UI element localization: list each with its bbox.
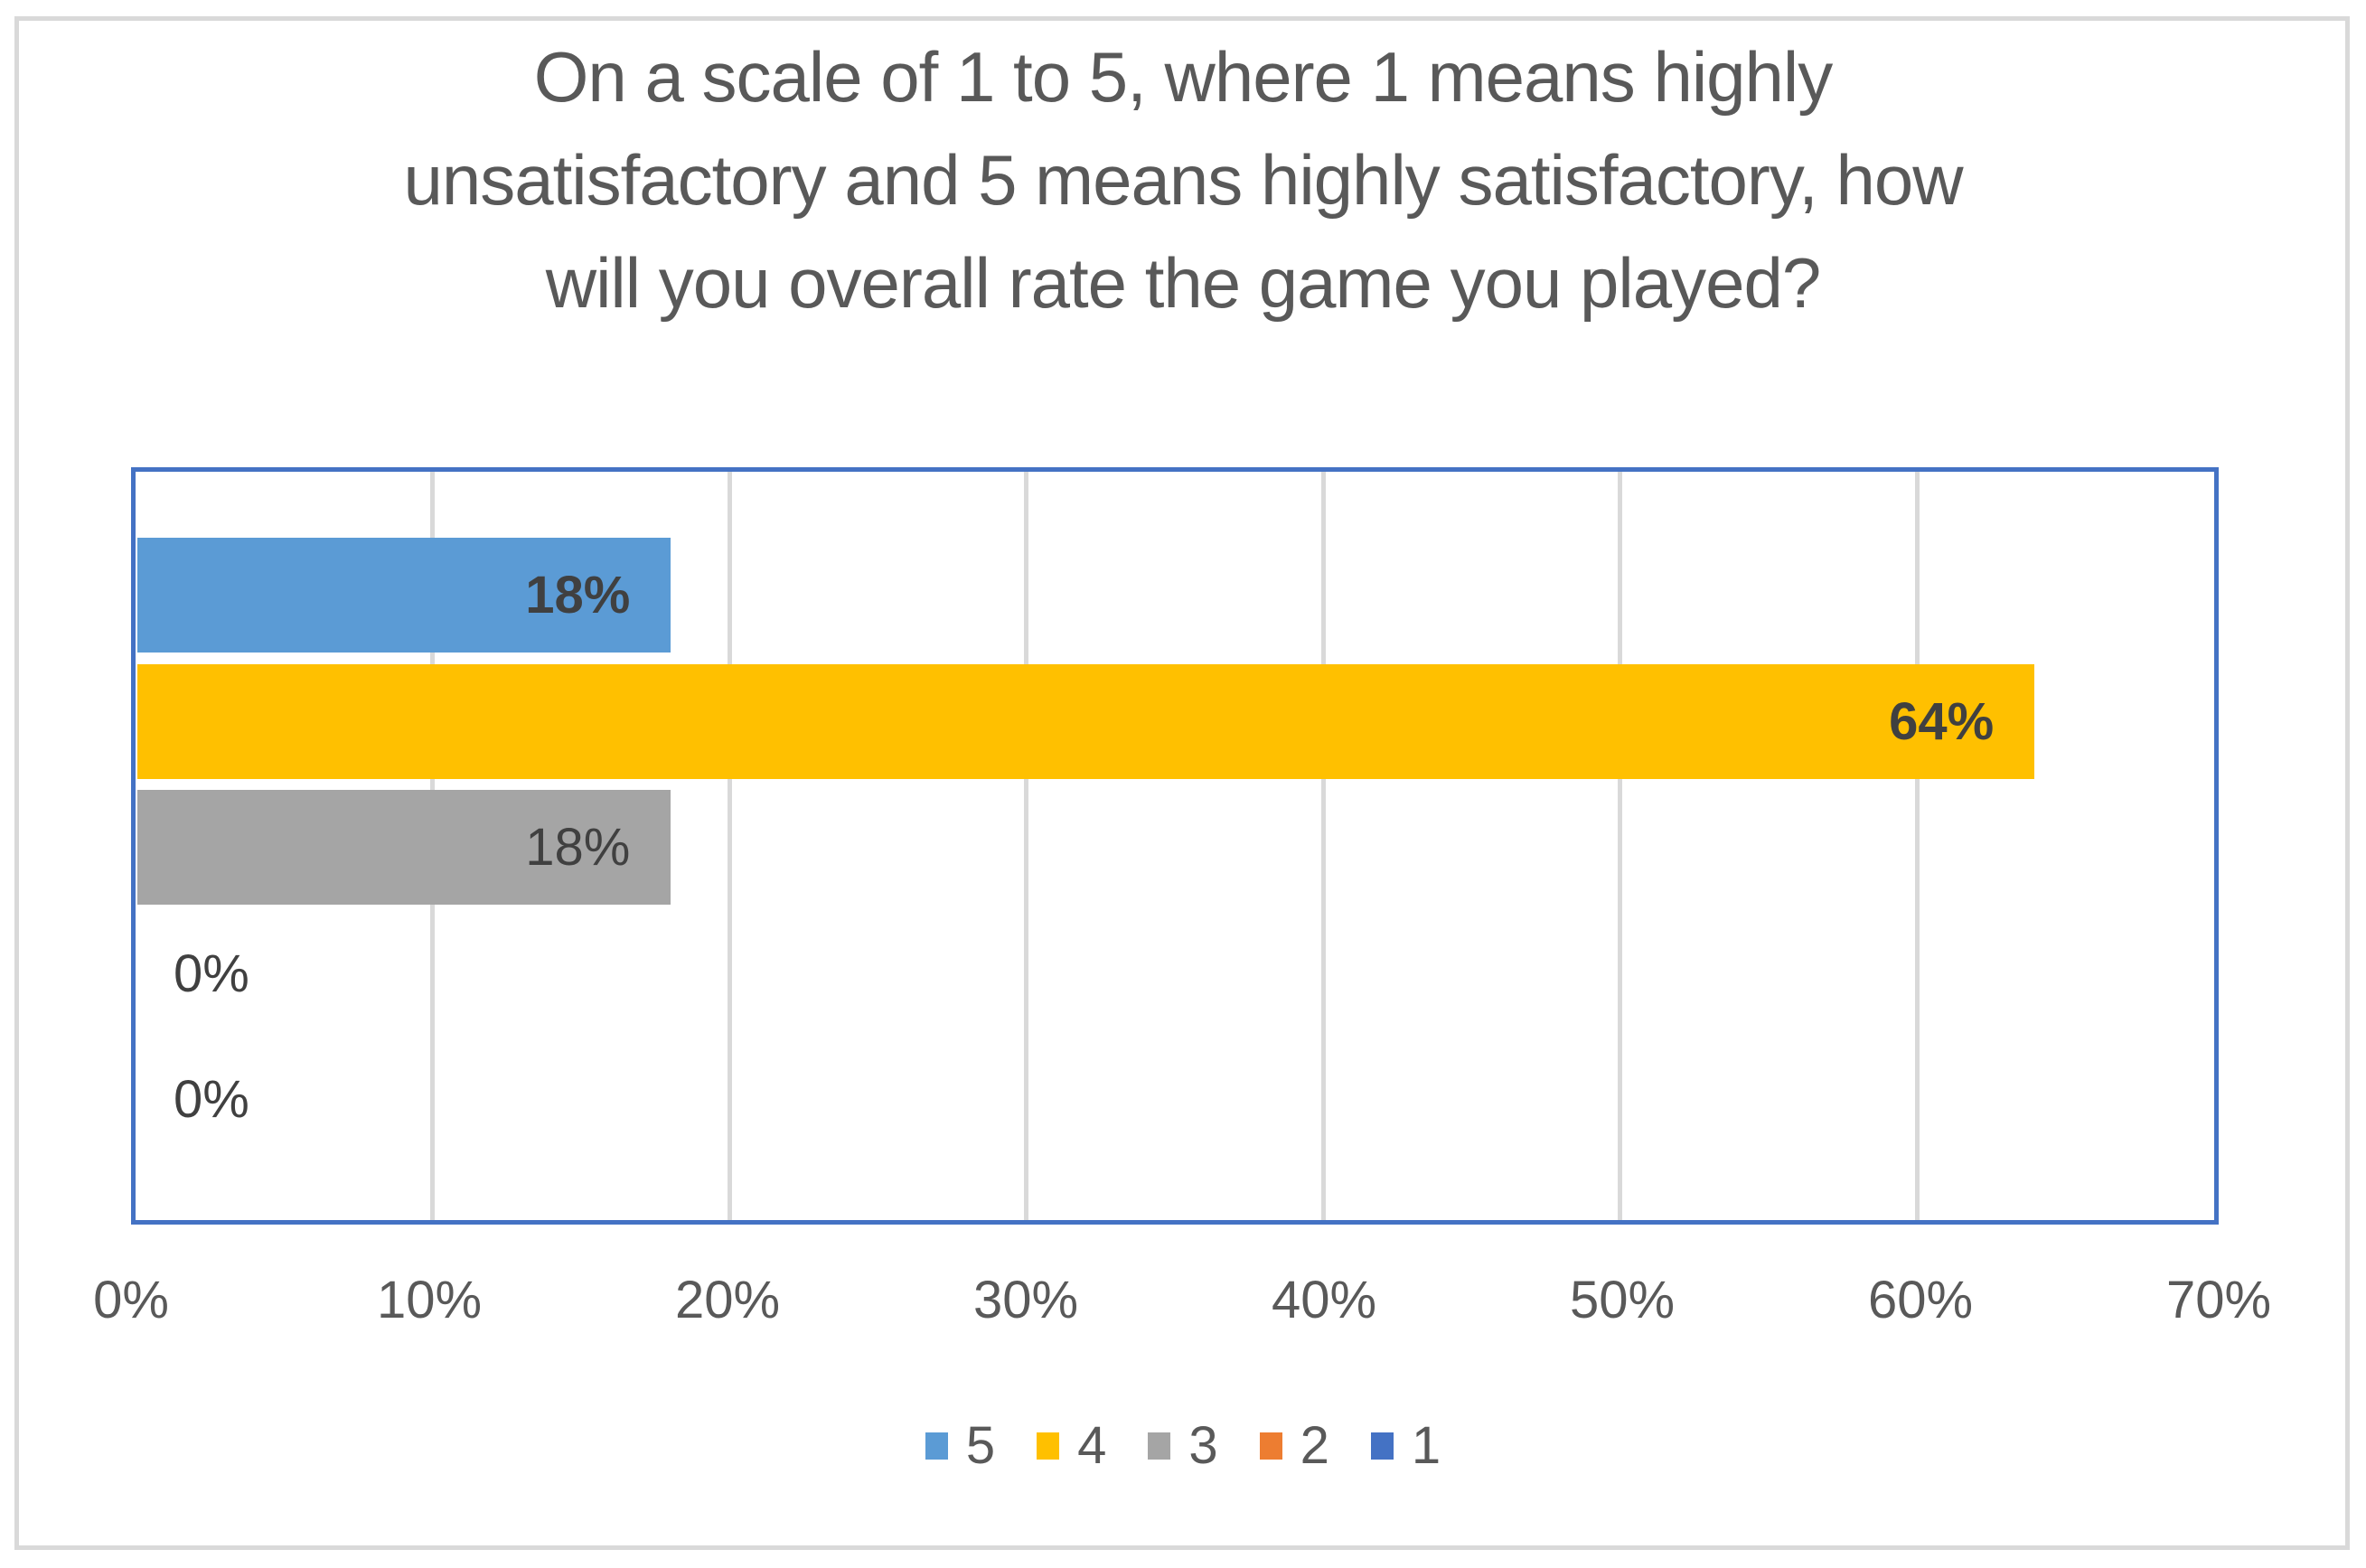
- data-label-rating-1: 0%: [174, 1070, 249, 1129]
- x-tick-label-60: 60%: [1867, 1271, 1974, 1329]
- legend-swatch-icon: [1370, 1432, 1394, 1460]
- legend-swatch-icon: [1148, 1432, 1171, 1460]
- bar-rating-4: 64%: [137, 663, 2035, 779]
- data-label-rating-2: 0%: [174, 944, 249, 1003]
- legend-label: 1: [1411, 1416, 1441, 1475]
- x-tick-label-70: 70%: [2165, 1271, 2272, 1329]
- plot-area: 18% 64% 18% 0% 0%: [131, 467, 2219, 1225]
- bar-row-rating-5: 18%: [137, 538, 2212, 653]
- legend-label: 2: [1300, 1416, 1329, 1475]
- chart-title: On a scale of 1 to 5, where 1 means high…: [54, 25, 2312, 334]
- bar-row-rating-2: 0%: [137, 916, 2212, 1031]
- bar-row-rating-4: 64%: [137, 663, 2212, 779]
- x-tick-label-20: 20%: [674, 1271, 781, 1329]
- legend-item-2: 2: [1259, 1415, 1329, 1476]
- x-axis: 0% 10% 20% 30% 40% 50% 60% 70%: [93, 1270, 2271, 1342]
- legend-label: 4: [1077, 1416, 1107, 1475]
- x-tick-label-30: 30%: [972, 1271, 1079, 1329]
- legend-swatch-icon: [1037, 1432, 1060, 1460]
- legend-label: 3: [1188, 1416, 1218, 1475]
- bar-row-rating-1: 0%: [137, 1042, 2212, 1157]
- gridline: [1618, 472, 1623, 1220]
- chart-title-line-2: unsatisfactory and 5 means highly satisf…: [403, 140, 1963, 220]
- gridline: [1320, 472, 1326, 1220]
- data-label-rating-3: 18%: [525, 818, 631, 877]
- legend-swatch-icon: [925, 1432, 948, 1460]
- gridline: [1914, 472, 1920, 1220]
- gridline: [727, 472, 732, 1220]
- gridline: [1024, 472, 1029, 1220]
- bar-rating-3: 18%: [137, 790, 671, 905]
- data-label-rating-4: 64%: [1889, 691, 1995, 751]
- x-tick-label-0: 0%: [93, 1271, 169, 1329]
- bar-rating-5: 18%: [137, 538, 671, 653]
- data-label-rating-5: 18%: [525, 566, 631, 624]
- bar-row-rating-3: 18%: [137, 790, 2212, 905]
- legend-item-4: 4: [1037, 1415, 1106, 1476]
- legend-item-5: 5: [925, 1415, 995, 1476]
- legend: 5 4 3 2 1: [0, 1415, 2366, 1476]
- chart-title-line-3: will you overall rate the game you playe…: [545, 243, 1821, 323]
- x-tick-label-50: 50%: [1569, 1271, 1676, 1329]
- legend-item-3: 3: [1148, 1415, 1218, 1476]
- x-tick-label-10: 10%: [376, 1271, 483, 1329]
- chart-outer-border: [14, 16, 2350, 1550]
- chart-title-line-1: On a scale of 1 to 5, where 1 means high…: [533, 37, 1834, 117]
- legend-label: 5: [965, 1416, 996, 1475]
- legend-item-1: 1: [1370, 1415, 1441, 1476]
- legend-swatch-icon: [1259, 1432, 1282, 1460]
- x-tick-label-40: 40%: [1271, 1271, 1377, 1329]
